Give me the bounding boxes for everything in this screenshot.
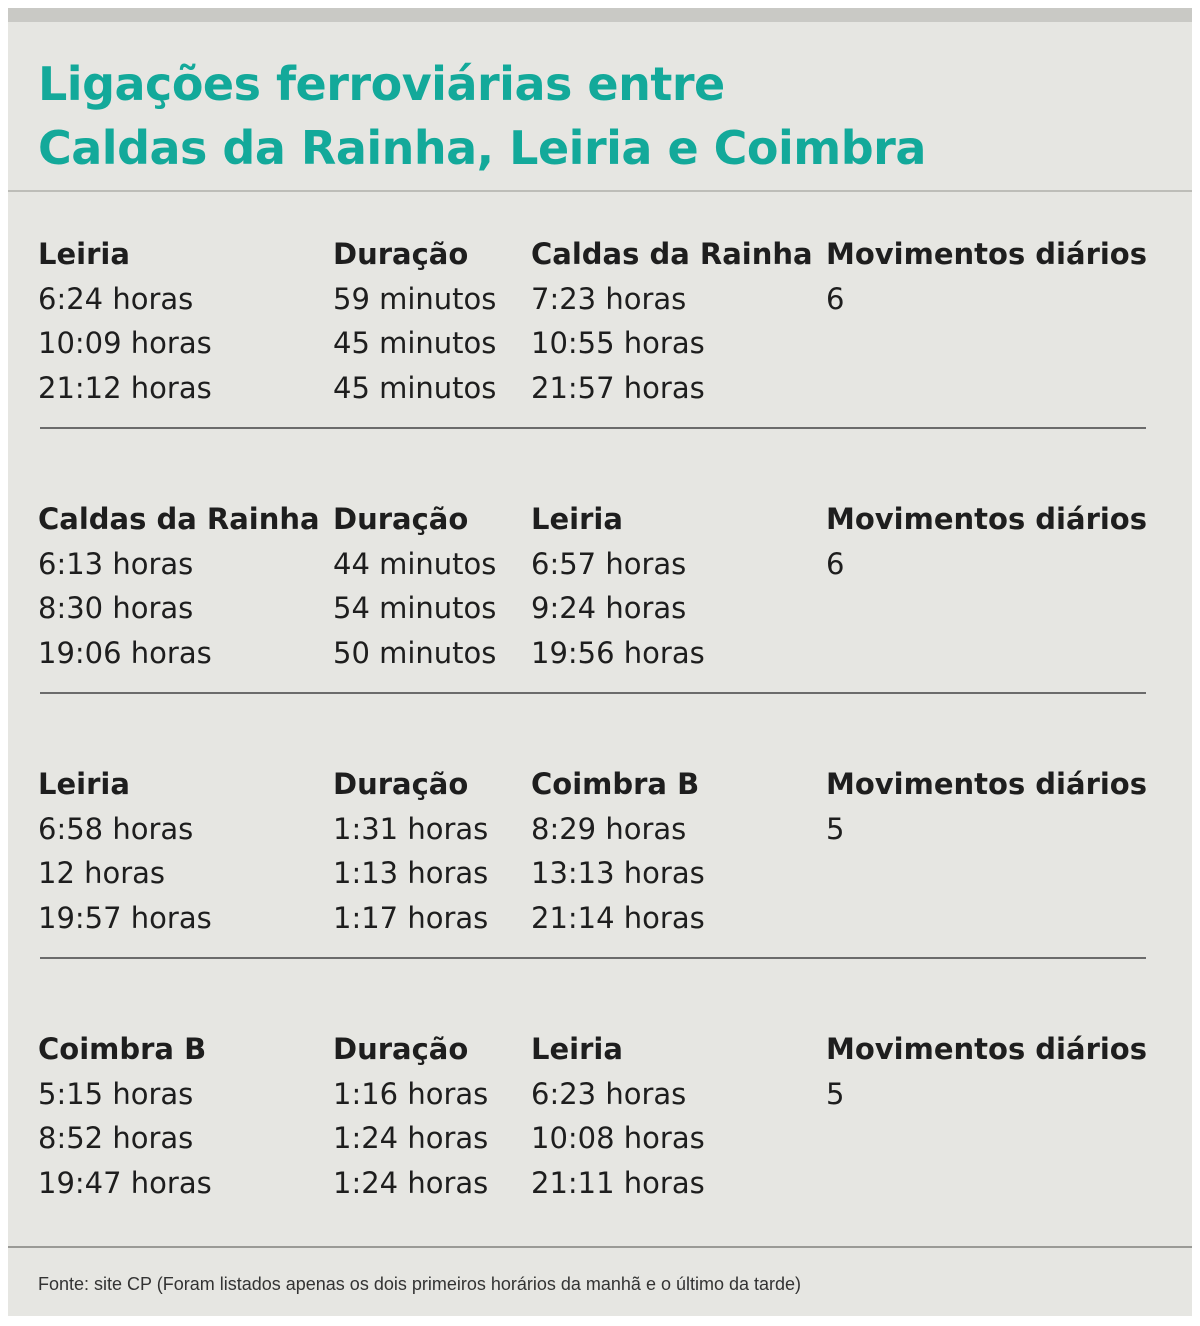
duration-value: 1:16 horas [333, 1076, 489, 1111]
daily-count: 5 [826, 811, 845, 846]
daily-header: Movimentos diários [826, 1032, 1147, 1066]
duration-header: Duração [333, 237, 469, 271]
origin-header: Caldas da Rainha [38, 502, 320, 536]
footer-divider [8, 1246, 1192, 1248]
arrival-time: 21:14 horas [531, 900, 705, 935]
infographic-panel: Ligações ferroviárias entre Caldas da Ra… [8, 8, 1192, 1316]
origin-column: Caldas da Rainha 6:13 horas 8:30 horas 1… [38, 497, 320, 675]
duration-value: 1:31 horas [333, 811, 489, 846]
arrival-time: 6:23 horas [531, 1076, 687, 1111]
arrival-time: 7:23 horas [531, 281, 687, 316]
duration-value: 50 minutos [333, 635, 497, 670]
duration-value: 54 minutos [333, 591, 497, 625]
origin-column: Coimbra B 5:15 horas 8:52 horas 19:47 ho… [38, 1027, 212, 1205]
departure-time: 6:24 horas [38, 281, 194, 316]
arrival-time: 21:11 horas [531, 1165, 705, 1200]
destination-header: Leiria [531, 502, 623, 536]
duration-value: 1:24 horas [333, 1121, 489, 1155]
duration-value: 1:17 horas [333, 900, 489, 935]
duration-value: 45 minutos [333, 326, 497, 360]
destination-header: Coimbra B [531, 767, 700, 801]
duration-column: Duração 1:31 horas 1:13 horas 1:17 horas [333, 762, 488, 940]
title-line-2: Caldas da Rainha, Leiria e Coimbra [38, 121, 926, 175]
departure-time: 6:13 horas [38, 546, 194, 581]
departure-time: 19:47 horas [38, 1165, 212, 1200]
section-divider [40, 427, 1146, 429]
destination-header: Caldas da Rainha [531, 237, 813, 271]
daily-header: Movimentos diários [826, 237, 1147, 271]
arrival-time: 10:08 horas [531, 1121, 705, 1155]
arrival-time: 6:57 horas [531, 546, 687, 581]
schedule-section: Caldas da Rainha 6:13 horas 8:30 horas 1… [8, 497, 1192, 677]
daily-column: Movimentos diários 6 [826, 232, 1147, 321]
arrival-time: 13:13 horas [531, 856, 705, 890]
departure-time: 19:57 horas [38, 900, 212, 935]
departure-time: 19:06 horas [38, 635, 212, 670]
daily-column: Movimentos diários 6 [826, 497, 1147, 586]
daily-count: 5 [826, 1076, 845, 1111]
destination-column: Leiria 6:23 horas 10:08 horas 21:11 hora… [531, 1027, 705, 1205]
duration-value: 44 minutos [333, 546, 497, 581]
departure-time: 10:09 horas [38, 326, 212, 360]
origin-header: Leiria [38, 237, 130, 271]
duration-column: Duração 1:16 horas 1:24 horas 1:24 horas [333, 1027, 488, 1205]
schedule-section: Leiria 6:24 horas 10:09 horas 21:12 hora… [8, 232, 1192, 412]
origin-header: Coimbra B [38, 1032, 207, 1066]
title-divider [8, 190, 1192, 192]
duration-column: Duração 59 minutos 45 minutos 45 minutos [333, 232, 496, 410]
duration-header: Duração [333, 1032, 469, 1066]
departure-time: 5:15 horas [38, 1076, 194, 1111]
daily-count: 6 [826, 281, 845, 316]
arrival-time: 9:24 horas [531, 591, 687, 625]
duration-header: Duração [333, 767, 469, 801]
daily-header: Movimentos diários [826, 767, 1147, 801]
duration-value: 59 minutos [333, 281, 497, 316]
duration-value: 45 minutos [333, 370, 497, 405]
title-line-1: Ligações ferroviárias entre [38, 57, 725, 111]
daily-column: Movimentos diários 5 [826, 1027, 1147, 1116]
arrival-time: 21:57 horas [531, 370, 705, 405]
section-divider [40, 957, 1146, 959]
origin-header: Leiria [38, 767, 130, 801]
duration-value: 1:24 horas [333, 1165, 489, 1200]
destination-column: Leiria 6:57 horas 9:24 horas 19:56 horas [531, 497, 705, 675]
duration-value: 1:13 horas [333, 856, 489, 890]
daily-header: Movimentos diários [826, 502, 1147, 536]
departure-time: 6:58 horas [38, 811, 194, 846]
destination-header: Leiria [531, 1032, 623, 1066]
infographic-title: Ligações ferroviárias entre Caldas da Ra… [38, 52, 1138, 180]
departure-time: 21:12 horas [38, 370, 212, 405]
source-note: Fonte: site CP (Foram listados apenas os… [38, 1274, 802, 1294]
departure-time: 8:30 horas [38, 591, 194, 625]
schedule-section: Leiria 6:58 horas 12 horas 19:57 horas D… [8, 762, 1192, 942]
arrival-time: 19:56 horas [531, 635, 705, 670]
section-divider [40, 692, 1146, 694]
destination-column: Caldas da Rainha 7:23 horas 10:55 horas … [531, 232, 813, 410]
arrival-time: 10:55 horas [531, 326, 705, 360]
arrival-time: 8:29 horas [531, 811, 687, 846]
destination-column: Coimbra B 8:29 horas 13:13 horas 21:14 h… [531, 762, 705, 940]
daily-column: Movimentos diários 5 [826, 762, 1147, 851]
departure-time: 8:52 horas [38, 1121, 194, 1155]
duration-header: Duração [333, 502, 469, 536]
origin-column: Leiria 6:24 horas 10:09 horas 21:12 hora… [38, 232, 212, 410]
duration-column: Duração 44 minutos 54 minutos 50 minutos [333, 497, 496, 675]
origin-column: Leiria 6:58 horas 12 horas 19:57 horas [38, 762, 212, 940]
schedule-section: Coimbra B 5:15 horas 8:52 horas 19:47 ho… [8, 1027, 1192, 1207]
daily-count: 6 [826, 546, 845, 581]
departure-time: 12 horas [38, 856, 166, 890]
